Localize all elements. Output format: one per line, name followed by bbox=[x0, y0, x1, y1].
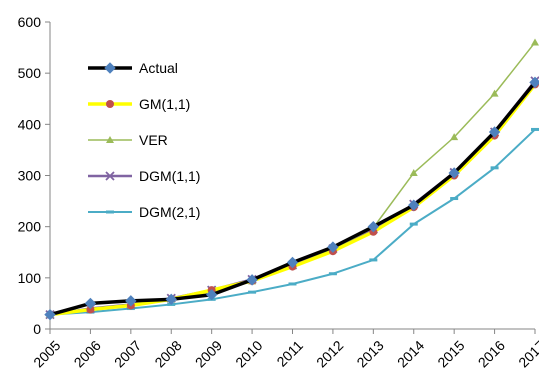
series-dgm-2-1 bbox=[46, 127, 539, 317]
y-tick-label: 300 bbox=[18, 168, 42, 184]
x-tick-label: 2005 bbox=[30, 337, 63, 370]
data-point-actual bbox=[165, 293, 177, 306]
legend-swatch-marker bbox=[104, 62, 116, 74]
legend-item-dgm-1-1: DGM(1,1) bbox=[88, 168, 200, 184]
legend-swatch-marker bbox=[106, 210, 114, 214]
data-point-dgm-2-1 bbox=[450, 197, 459, 201]
data-point-actual bbox=[205, 289, 218, 301]
data-point-dgm-2-1 bbox=[288, 282, 297, 286]
x-tick-label: 2014 bbox=[394, 337, 427, 370]
legend-swatch-marker bbox=[106, 136, 114, 143]
data-point-dgm-2-1 bbox=[369, 258, 378, 262]
y-tick-label: 100 bbox=[18, 270, 42, 286]
data-point-ver bbox=[531, 38, 539, 46]
y-axis-ticks: 0 100 200 300 400 500 600 bbox=[18, 14, 50, 337]
x-tick-label: 2009 bbox=[192, 337, 225, 370]
y-tick-label: 200 bbox=[18, 219, 42, 235]
legend-swatch-marker bbox=[106, 100, 114, 108]
x-tick-label: 2010 bbox=[232, 337, 265, 370]
data-point-actual bbox=[529, 76, 539, 89]
data-point-dgm-2-1 bbox=[409, 222, 418, 226]
x-axis-ticks: 2005 2006 2007 2008 2009 2010 2011 2012 2013 2014… bbox=[30, 329, 539, 371]
data-point-actual bbox=[327, 241, 339, 253]
x-tick-label: 2011 bbox=[273, 337, 306, 370]
series-line-gm-1-1 bbox=[49, 83, 537, 317]
legend-swatch-marker bbox=[105, 171, 115, 181]
legend-item-actual: Actual bbox=[88, 60, 178, 76]
data-point-dgm-2-1 bbox=[531, 127, 539, 131]
data-point-actual bbox=[408, 199, 420, 211]
y-tick-label: 0 bbox=[33, 321, 41, 337]
data-point-actual bbox=[488, 126, 501, 138]
series-line-dgm-2-1 bbox=[49, 128, 536, 316]
data-point-actual bbox=[44, 308, 56, 321]
data-point-ver bbox=[409, 168, 418, 176]
series-line-ver bbox=[49, 42, 536, 316]
x-tick-label: 2006 bbox=[71, 337, 104, 370]
legend-item-ver: VER bbox=[88, 132, 168, 148]
series-line-actual bbox=[49, 81, 537, 317]
series-actual bbox=[44, 76, 539, 321]
x-tick-label: 2008 bbox=[151, 337, 184, 370]
y-tick-label: 600 bbox=[18, 14, 42, 30]
legend-label: VER bbox=[139, 132, 168, 148]
data-point-dgm-2-1 bbox=[490, 166, 499, 170]
x-tick-label: 2017 bbox=[515, 337, 539, 370]
data-point-actual bbox=[367, 220, 380, 233]
legend-label: DGM(1,1) bbox=[139, 168, 200, 184]
series-line-dgm-1-1 bbox=[49, 80, 536, 316]
x-tick-label: 2007 bbox=[111, 337, 144, 370]
data-point-dgm-2-1 bbox=[248, 290, 257, 294]
series-dgm-1-1 bbox=[45, 76, 539, 320]
series-ver bbox=[46, 38, 539, 318]
legend-label: Actual bbox=[139, 60, 178, 76]
data-point-gm-1-1 bbox=[86, 305, 95, 314]
data-point-actual bbox=[448, 167, 460, 179]
x-tick-label: 2013 bbox=[353, 337, 386, 370]
y-tick-label: 500 bbox=[18, 65, 42, 81]
y-tick-label: 400 bbox=[18, 116, 42, 132]
legend-label: DGM(2,1) bbox=[139, 204, 200, 220]
legend: Actual GM(1,1) VER DGM(1,1) DGM(2,1) bbox=[88, 60, 200, 220]
data-point-actual bbox=[125, 295, 137, 307]
data-point-ver bbox=[450, 133, 459, 141]
series-lines bbox=[44, 38, 539, 321]
data-point-actual bbox=[246, 274, 258, 286]
legend-label: GM(1,1) bbox=[139, 96, 190, 112]
data-point-actual bbox=[84, 297, 97, 310]
data-point-dgm-2-1 bbox=[328, 272, 337, 276]
x-tick-label: 2015 bbox=[434, 337, 467, 370]
x-tick-label: 2012 bbox=[313, 337, 346, 370]
data-point-actual bbox=[286, 256, 299, 269]
legend-item-gm-1-1: GM(1,1) bbox=[88, 96, 190, 112]
x-tick-label: 2016 bbox=[475, 337, 508, 370]
data-point-ver bbox=[490, 89, 499, 97]
legend-item-dgm-2-1: DGM(2,1) bbox=[88, 204, 200, 220]
